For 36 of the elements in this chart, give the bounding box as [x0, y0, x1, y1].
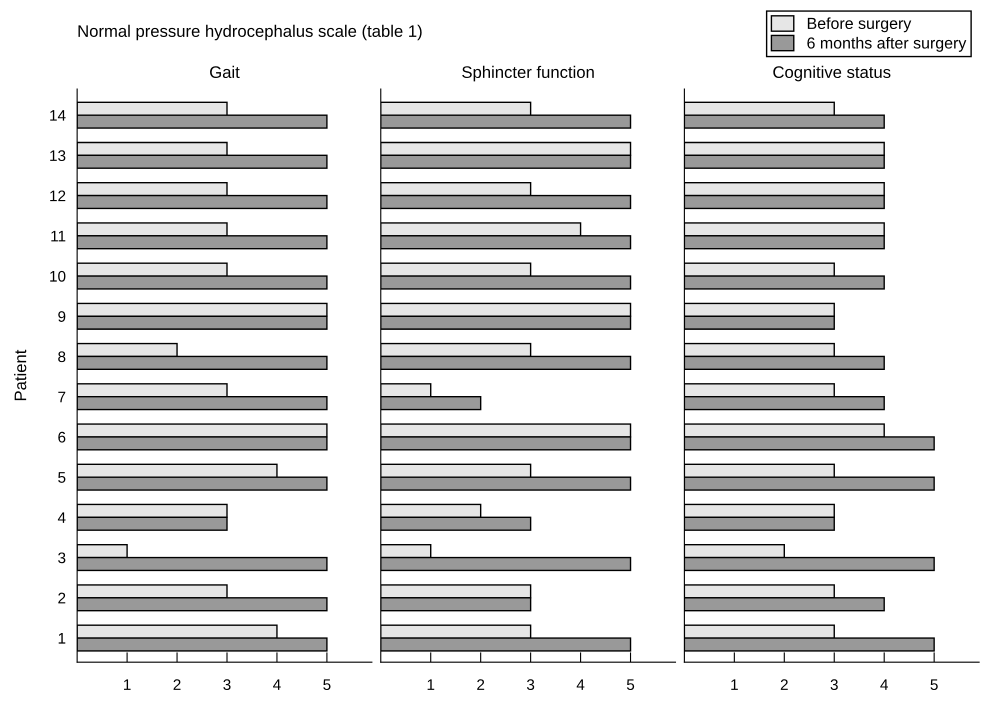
y-tick-label: 11 — [51, 230, 66, 242]
y-tick-label: 6 — [58, 432, 66, 443]
x-tick-label: 1 — [731, 679, 738, 690]
y-tick-label: 9 — [58, 311, 66, 322]
y-tick-label: 8 — [58, 351, 66, 362]
y-tick-label: 14 — [50, 110, 66, 121]
y-tick-label: 7 — [58, 392, 66, 402]
x-tick-label: 5 — [930, 679, 938, 690]
y-axis-title: Patient — [14, 350, 26, 400]
x-tick-label: 3 — [526, 679, 534, 690]
x-tick-label: 1 — [124, 679, 131, 690]
y-tick-label: 3 — [58, 552, 66, 564]
y-tick-label: 2 — [58, 592, 66, 604]
x-tick-label: 2 — [174, 679, 181, 690]
x-tick-label: 2 — [477, 679, 484, 690]
y-tick-label: 13 — [50, 150, 66, 162]
y-tick-label: 12 — [50, 190, 66, 202]
y-tick-label: 1 — [58, 633, 66, 644]
x-tick-label: 3 — [830, 679, 838, 690]
text: Normal pressure hydrocephalus scale (table 1) — [78, 24, 422, 40]
y-tick-label: 5 — [58, 472, 66, 483]
legend-label: Before surgery — [808, 17, 912, 32]
legend-label: 6 months after surgery — [807, 36, 966, 52]
x-tick-label: 5 — [626, 679, 634, 690]
chart-title: Gait — [210, 66, 240, 78]
chart-title: Cognitive status — [773, 66, 890, 82]
chart-title: Sphincter function — [462, 66, 594, 82]
x-tick-label: 2 — [780, 679, 788, 690]
x-tick-label: 5 — [323, 679, 331, 690]
y-tick-label: 4 — [58, 512, 66, 523]
x-tick-label: 3 — [223, 679, 231, 690]
x-tick-label: 4 — [273, 679, 281, 690]
x-tick-label: 4 — [880, 679, 888, 690]
x-tick-label: 4 — [576, 679, 584, 690]
y-tick-label: 10 — [50, 270, 66, 282]
x-tick-label: 1 — [428, 679, 434, 690]
